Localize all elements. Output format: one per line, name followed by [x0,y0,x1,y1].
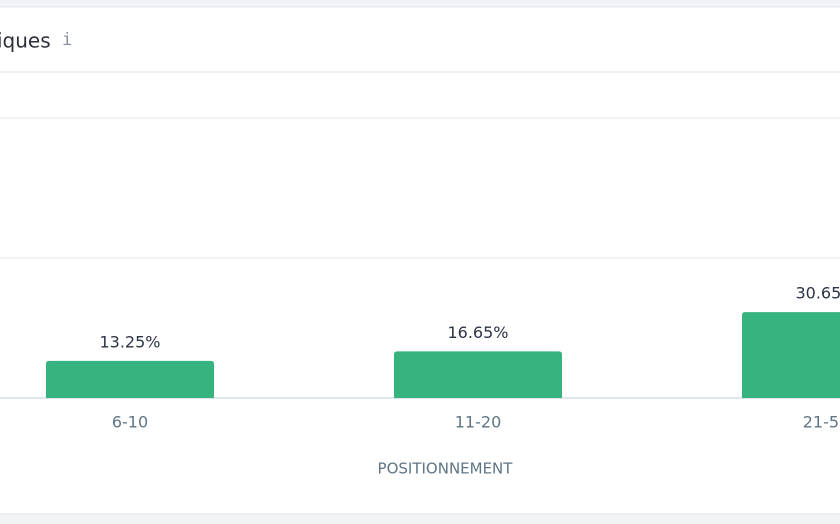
x-tick-label: 21-50 [803,413,840,432]
value-label: 16.65% [447,323,508,342]
x-tick-label: 6-10 [112,413,148,432]
bar [742,312,840,398]
info-icon[interactable]: i [62,30,72,50]
chart-title: iques [0,29,51,53]
x-tick-label: 11-20 [455,413,502,432]
card [0,6,840,515]
value-label: 13.25% [99,332,160,351]
bar [46,360,214,398]
bar [394,351,562,398]
x-axis-label: POSITIONNEMENT [378,460,514,478]
value-label: 30.65% [795,284,840,303]
